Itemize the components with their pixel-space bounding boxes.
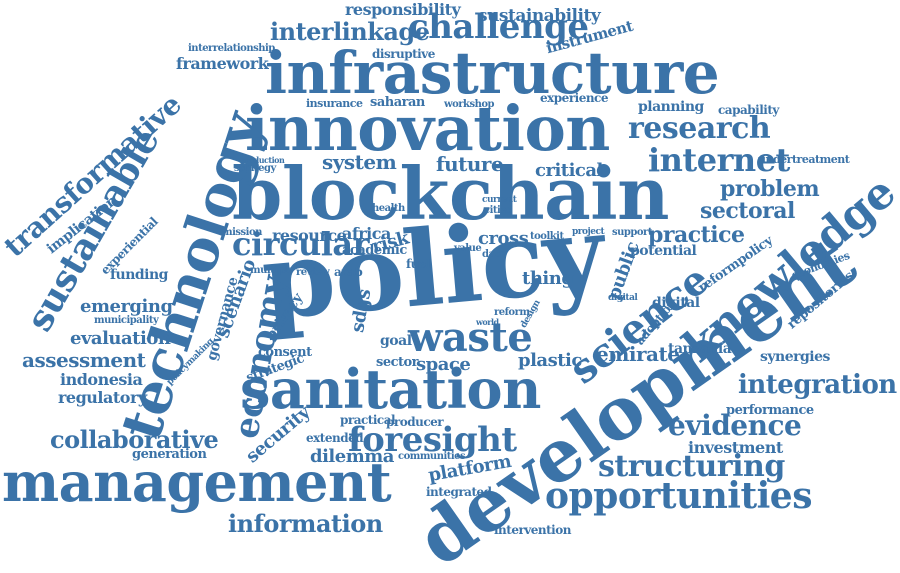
word-communities: communities bbox=[398, 451, 466, 462]
word-practical: practical bbox=[340, 413, 396, 427]
word-potential: potential bbox=[630, 243, 697, 259]
word-plastic: plastic bbox=[518, 350, 582, 371]
word-emirate: emirate bbox=[596, 342, 680, 366]
word-academic: academic bbox=[342, 243, 407, 258]
word-thing: thing bbox=[522, 268, 574, 289]
word-reform: reform bbox=[494, 307, 530, 318]
word-generation: generation bbox=[132, 447, 207, 462]
word-investment: investment bbox=[688, 438, 783, 457]
word-evidence: evidence bbox=[668, 409, 802, 442]
word-indonesia: indonesia bbox=[60, 370, 143, 389]
word-opportunities: opportunities bbox=[545, 475, 812, 517]
word-information: information bbox=[228, 509, 383, 538]
word-integrated: integrated bbox=[426, 485, 492, 499]
word-multiple: multiple bbox=[250, 265, 294, 276]
word-digital: digital bbox=[652, 295, 700, 311]
word-circular: circular bbox=[232, 225, 370, 263]
word-sectoral: sectoral bbox=[700, 198, 795, 224]
word-strategy: strategy bbox=[234, 163, 276, 174]
word-intervention: intervention bbox=[494, 523, 571, 537]
word-sector: sector bbox=[376, 355, 419, 370]
word-challenge: challenge bbox=[408, 7, 589, 47]
word-system: system bbox=[322, 150, 397, 174]
word-africa: africa bbox=[342, 224, 391, 243]
word-innovation: innovation bbox=[245, 92, 610, 165]
word-arab: arab bbox=[334, 265, 363, 279]
word-internet: internet bbox=[648, 141, 790, 179]
word-disruptive: disruptive bbox=[372, 47, 435, 61]
word-mission: mission bbox=[222, 227, 262, 238]
word-responsibility: responsibility bbox=[345, 0, 461, 19]
word-practice: practice bbox=[648, 222, 745, 248]
word-review: review bbox=[296, 267, 330, 278]
word-toolkit: toolkit bbox=[530, 231, 564, 242]
word-value: value bbox=[454, 243, 482, 254]
word-production: production bbox=[240, 155, 285, 165]
word-digital-2: digital bbox=[608, 293, 638, 303]
word-waste: waste bbox=[408, 314, 533, 361]
word-funding: funding bbox=[110, 267, 168, 283]
word-collaborative: collaborative bbox=[50, 425, 219, 454]
word-cities: cities bbox=[484, 205, 512, 216]
word-integration: integration bbox=[738, 370, 897, 400]
word-sustainability: sustainability bbox=[478, 6, 601, 26]
word-infrastructure: infrastructure bbox=[265, 39, 720, 107]
word-planning: planning bbox=[638, 99, 704, 115]
word-research: research bbox=[628, 111, 771, 146]
word-world: world bbox=[476, 317, 499, 327]
word-resource: resource bbox=[272, 226, 347, 245]
word-project: project bbox=[572, 227, 605, 237]
word-interrelationship: interrelationship bbox=[188, 43, 275, 54]
word-workshop: workshop bbox=[444, 99, 495, 110]
word-fuel: fuel bbox=[406, 257, 431, 271]
word-goal: goal bbox=[380, 333, 412, 349]
word-evaluation: evaluation bbox=[70, 328, 171, 349]
word-emerging: emerging bbox=[80, 296, 173, 317]
word-structuring: structuring bbox=[598, 449, 785, 484]
word-tanzania: tanzania bbox=[668, 341, 732, 357]
word-foresight: foresight bbox=[348, 420, 517, 460]
word-support: support bbox=[612, 227, 652, 238]
word-management: management bbox=[2, 450, 392, 514]
word-municipality: municipality bbox=[94, 315, 159, 326]
word-saharan: saharan bbox=[370, 95, 425, 110]
word-insurance: insurance bbox=[306, 97, 363, 110]
word-blockchain: blockchain bbox=[232, 151, 669, 236]
word-assessment: assessment bbox=[22, 348, 146, 372]
word-cross: cross bbox=[478, 228, 529, 249]
word-producer: producer bbox=[386, 415, 444, 429]
word-synergies: synergies bbox=[760, 349, 830, 365]
word-future: future bbox=[436, 152, 504, 176]
word-problem: problem bbox=[720, 176, 820, 202]
word-data: data bbox=[482, 249, 505, 260]
word-undertreatment: undertreatment bbox=[758, 153, 850, 166]
word-dilemma: dilemma bbox=[310, 446, 394, 467]
word-performance: performance bbox=[726, 403, 814, 418]
word-current: current bbox=[482, 195, 517, 205]
word-experience: experience bbox=[540, 91, 609, 105]
word-regulatory: regulatory bbox=[58, 388, 147, 407]
word-critical: critical bbox=[535, 160, 603, 181]
word-extended: extended bbox=[306, 431, 364, 445]
word-space: space bbox=[416, 354, 471, 375]
word-framework: framework bbox=[176, 54, 269, 73]
word-capability: capability bbox=[718, 103, 779, 117]
word-consent: consent bbox=[258, 345, 312, 360]
word-interlinkage: interlinkage bbox=[270, 17, 430, 46]
word-sanitation: sanitation bbox=[240, 357, 541, 421]
word-health: health bbox=[372, 203, 405, 214]
